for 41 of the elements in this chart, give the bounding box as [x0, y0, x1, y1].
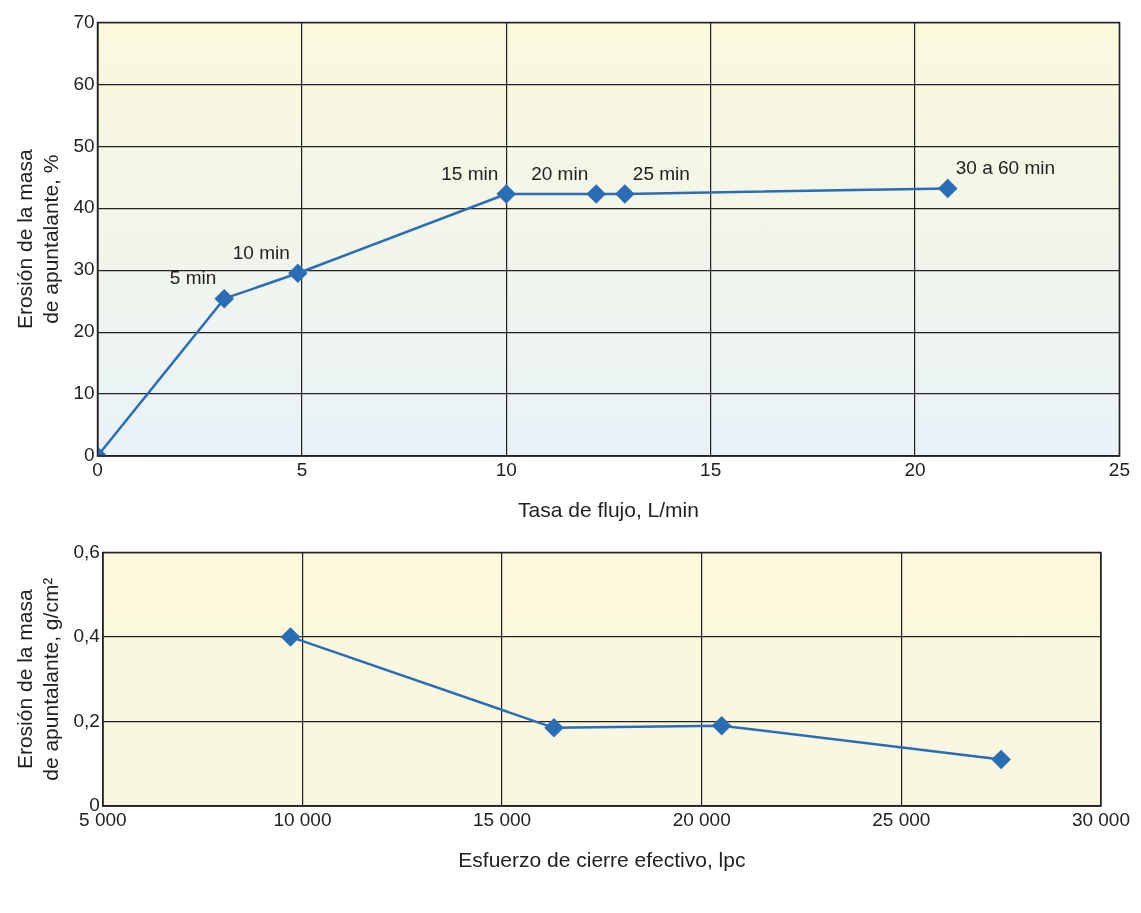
x-tick-label: 20 000 — [672, 808, 731, 830]
annotation: 10 min — [232, 242, 290, 263]
annotation: 30 a 60 min — [955, 157, 1056, 179]
annotation: 25 min — [632, 162, 690, 184]
point — [544, 718, 564, 738]
annotation: 15 min — [441, 162, 499, 184]
point — [497, 184, 516, 204]
x-tick-label: 20 — [904, 458, 926, 480]
y-tick-label: 40 — [73, 196, 95, 218]
x-axis-title: Tasa de flujo, L/min — [518, 498, 699, 522]
x-tick-label: 5 — [296, 458, 308, 480]
y-tick-label: 30 — [73, 258, 95, 280]
y-tick-label: 50 — [73, 134, 95, 156]
point — [281, 627, 300, 647]
annotation: 20 min — [531, 162, 589, 184]
x-tick-label: 30 000 — [1071, 808, 1131, 830]
y-tick-label: 0 — [83, 444, 95, 466]
x-tick-label: 10 000 — [273, 808, 332, 830]
x-tick-label: 15 000 — [473, 808, 532, 830]
y-tick-label: 20 — [73, 320, 95, 342]
y-tick-label: 70 — [73, 10, 95, 32]
y-tick-label: 60 — [73, 72, 95, 94]
point — [215, 289, 234, 308]
point — [991, 750, 1011, 769]
x-axis-title: Esfuerzo de cierre efectivo, lpc — [458, 848, 746, 872]
point — [586, 184, 606, 204]
y-axis-title: Erosión de la masa de apuntalante, g/cm² — [13, 577, 62, 781]
x-tick-label: 25 000 — [872, 808, 931, 830]
y-tick-label: 0,4 — [73, 625, 101, 647]
y-tick-label: 0,2 — [73, 709, 100, 731]
point — [288, 264, 308, 283]
point — [615, 184, 635, 204]
point — [712, 716, 731, 735]
x-tick-label: 25 — [1108, 458, 1130, 480]
y-axis-title: Erosión de la masa de apuntalante, % — [13, 149, 62, 330]
x-tick-label: 10 — [495, 458, 517, 480]
x-tick-label: 15 — [700, 458, 722, 480]
annotation: 5 min — [169, 267, 217, 289]
y-tick-label: 10 — [73, 382, 95, 404]
y-tick-label: 0,6 — [73, 540, 100, 562]
point — [938, 179, 957, 198]
